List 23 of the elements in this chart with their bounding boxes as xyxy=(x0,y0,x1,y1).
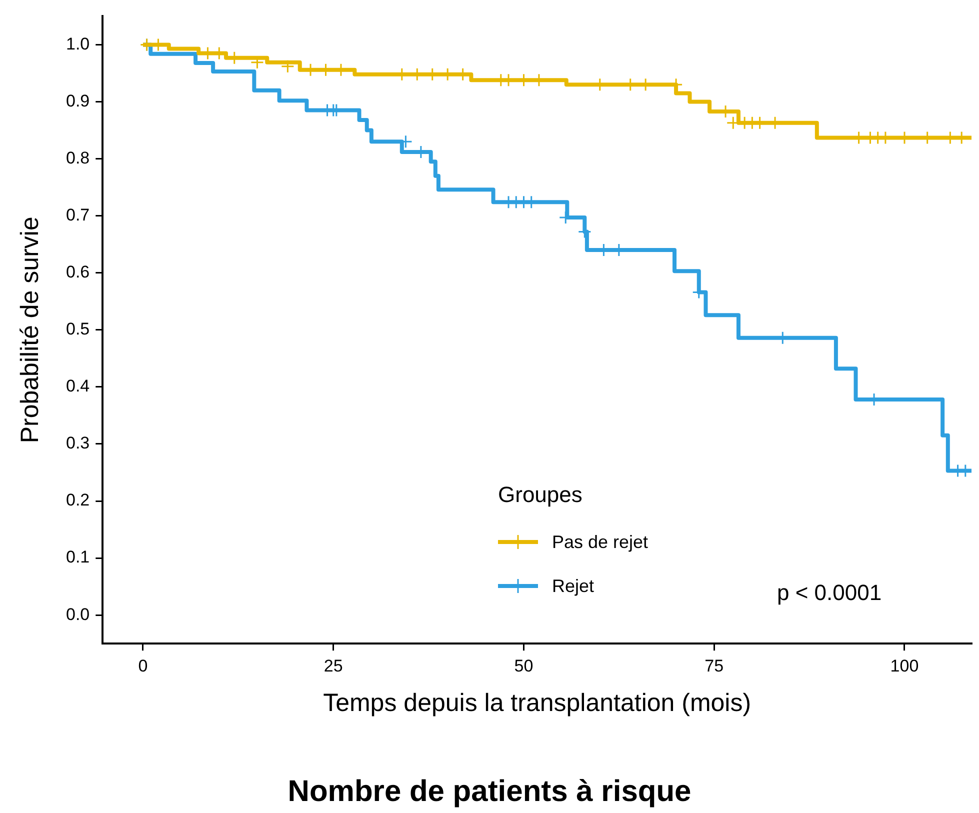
y-tick-label: 0.5 xyxy=(66,320,90,339)
y-tick-label: 0.3 xyxy=(66,434,90,453)
y-tick-label: 1.0 xyxy=(66,34,90,54)
x-tick-label: 100 xyxy=(890,656,919,676)
legend-label: Rejet xyxy=(552,576,594,596)
y-tick-label: 0.8 xyxy=(66,148,90,168)
legend-title: Groupes xyxy=(498,482,584,508)
x-axis-title: Temps depuis la transplantation (mois) xyxy=(323,688,752,717)
x-tick-label: 75 xyxy=(704,656,724,676)
y-tick-label: 0.7 xyxy=(66,206,90,225)
y-tick-label: 0.9 xyxy=(66,91,90,110)
legend-label: Pas de rejet xyxy=(552,532,648,552)
y-tick-label: 0.4 xyxy=(66,376,90,396)
y-tick-label: 0.0 xyxy=(66,604,90,624)
y-tick-label: 0.6 xyxy=(66,262,90,282)
y-axis-title: Probabilité de survie xyxy=(16,216,44,444)
text: Nombre de patients à risque xyxy=(286,775,692,809)
y-tick-label: 0.2 xyxy=(66,490,90,510)
x-tick-label: 0 xyxy=(138,656,148,676)
x-tick-label: 25 xyxy=(324,656,343,676)
annotation: p < 0.0001 xyxy=(777,580,882,606)
y-tick-label: 0.1 xyxy=(66,548,90,567)
x-tick-label: 50 xyxy=(514,656,534,676)
